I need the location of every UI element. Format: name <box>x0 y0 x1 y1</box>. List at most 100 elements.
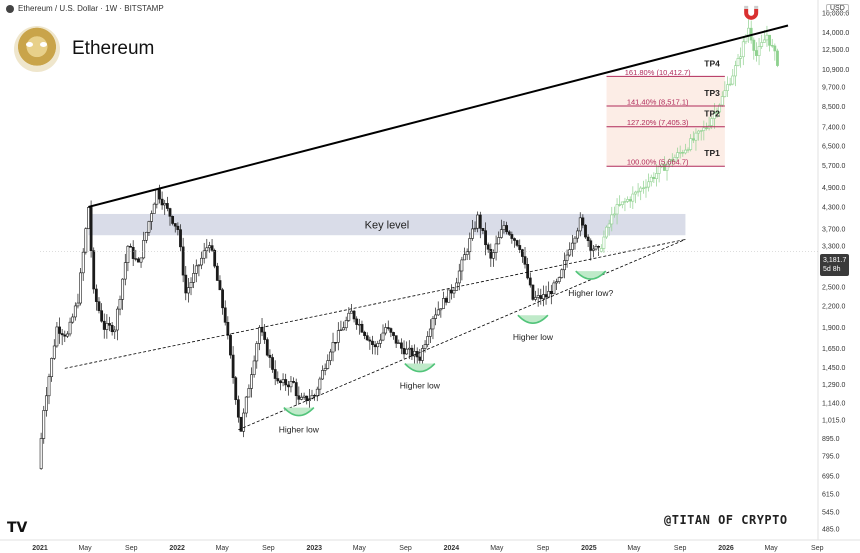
magnet-tip-left <box>744 5 749 9</box>
x-tick-label: Sep <box>399 545 412 552</box>
price-candle <box>68 321 72 335</box>
brand: Ethereum <box>14 26 154 72</box>
projection-candle <box>649 176 653 183</box>
price-candle <box>413 351 416 357</box>
projection-candle <box>710 118 714 126</box>
price-candle <box>468 238 472 253</box>
price-candle <box>410 347 414 357</box>
projection-candle <box>702 127 706 131</box>
y-tick-label: 1,900.0 <box>822 325 845 332</box>
price-candle <box>389 328 393 333</box>
projection-candle <box>634 191 637 195</box>
price-candle <box>71 316 75 323</box>
price-candle <box>321 370 324 380</box>
price-candle <box>507 231 511 235</box>
take-profit-label: TP3 <box>704 88 720 98</box>
price-candle <box>113 329 117 333</box>
price-candle <box>168 208 172 217</box>
projection-candle <box>607 223 611 228</box>
price-candle <box>552 282 556 295</box>
x-tick-label: May <box>216 545 230 552</box>
y-tick-label: 3,300.0 <box>822 243 845 250</box>
y-tick-label: 7,400.0 <box>822 124 845 131</box>
price-candle <box>523 256 527 265</box>
price-candle <box>463 254 466 261</box>
price-candle <box>197 264 201 267</box>
price-candle <box>363 331 366 336</box>
price-candle <box>570 242 574 250</box>
price-candle <box>42 410 46 439</box>
y-tick-label: 16,000.0 <box>822 11 849 18</box>
price-candle <box>102 320 106 330</box>
y-tick-label: 6,500.0 <box>822 143 845 150</box>
y-tick-label: 3,700.0 <box>822 227 845 234</box>
price-candle <box>539 295 543 299</box>
price-candle <box>226 321 230 336</box>
price-candle <box>452 290 456 294</box>
price-candle <box>179 229 182 248</box>
price-candle <box>273 369 277 379</box>
price-candle <box>171 216 175 224</box>
price-candle <box>513 238 516 241</box>
x-tick-label: Sep <box>262 545 275 552</box>
projection-candle <box>668 159 672 165</box>
projection-candle <box>736 58 740 66</box>
price-candle <box>76 302 80 307</box>
price-candle <box>457 270 461 284</box>
price-candle <box>439 308 443 311</box>
current-price-label: 3,181.7 5d 8h <box>820 254 850 276</box>
price-candle <box>81 251 85 274</box>
price-candle <box>144 232 148 241</box>
price-candle <box>58 326 61 334</box>
projection-candle <box>602 236 606 249</box>
price-candle <box>47 376 51 397</box>
price-candle <box>87 207 90 229</box>
price-candle <box>184 274 188 294</box>
price-candle <box>499 229 503 238</box>
price-candle <box>357 323 361 326</box>
price-candle <box>152 203 156 214</box>
price-candle <box>73 305 77 318</box>
price-candle <box>39 438 43 469</box>
price-candle <box>115 308 119 331</box>
price-candle <box>286 384 290 388</box>
price-candle <box>460 259 464 272</box>
price-candle <box>44 395 48 411</box>
projection-candle <box>776 50 779 66</box>
projection-candle <box>712 111 716 119</box>
price-candle <box>163 203 167 206</box>
price-candle <box>105 323 109 330</box>
projection-candle <box>647 181 651 188</box>
magnet-tip-right <box>754 5 759 9</box>
higher-low-arc <box>517 314 549 325</box>
price-candle <box>347 312 351 321</box>
price-candle <box>63 334 67 337</box>
higher-low-label: Higher low <box>279 425 320 435</box>
y-tick-label: 5,700.0 <box>822 163 845 170</box>
price-candle <box>208 245 211 249</box>
price-candle <box>329 351 332 361</box>
price-candle <box>110 324 114 333</box>
projection-candle <box>773 45 777 52</box>
price-candle <box>60 333 64 336</box>
projection-candle <box>681 152 685 154</box>
key-level-label: Key level <box>365 220 410 232</box>
projection-candle <box>699 130 703 132</box>
tradingview-logo-icon: TV <box>7 520 28 536</box>
y-tick-label: 695.0 <box>822 473 840 480</box>
price-candle <box>334 342 338 344</box>
price-candle <box>92 250 96 290</box>
price-candle <box>515 240 519 246</box>
projection-candle <box>691 138 695 141</box>
price-candle <box>239 416 243 432</box>
price-candle <box>376 343 380 348</box>
symbol-header[interactable]: Ethereum / U.S. Dollar · 1W · BITSTAMP <box>6 4 164 13</box>
price-candle <box>150 213 153 222</box>
projection-candle <box>665 163 669 171</box>
currency-selector[interactable]: USD <box>826 4 849 13</box>
projection-candle <box>728 83 732 86</box>
projection-candle <box>733 65 737 77</box>
y-tick-label: 1,290.0 <box>822 382 845 389</box>
